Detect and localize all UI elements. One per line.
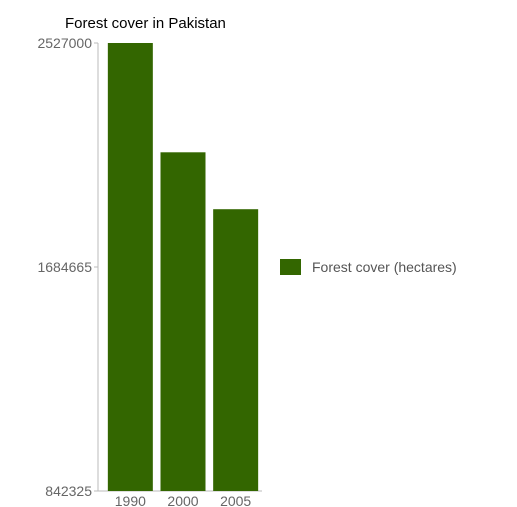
bars: [107, 43, 259, 492]
legend-swatch: [280, 259, 301, 275]
y-tick-label: 842325: [45, 483, 92, 499]
x-ticks: 1990 2000 2005: [115, 493, 252, 507]
legend-label: Forest cover (hectares): [312, 259, 457, 275]
bar-2000: [160, 152, 206, 492]
x-tick-label: 2005: [220, 493, 251, 507]
bar-1990: [107, 43, 153, 491]
legend: Forest cover (hectares): [280, 259, 457, 275]
y-ticks: 842325 1684665 2527000: [37, 35, 98, 499]
chart-title: Forest cover in Pakistan: [65, 15, 226, 32]
y-tick-label: 2527000: [37, 35, 92, 51]
y-tick-label: 1684665: [37, 259, 92, 275]
x-tick-label: 2000: [167, 493, 198, 507]
bar-2005: [213, 209, 259, 491]
x-tick-label: 1990: [115, 493, 146, 507]
